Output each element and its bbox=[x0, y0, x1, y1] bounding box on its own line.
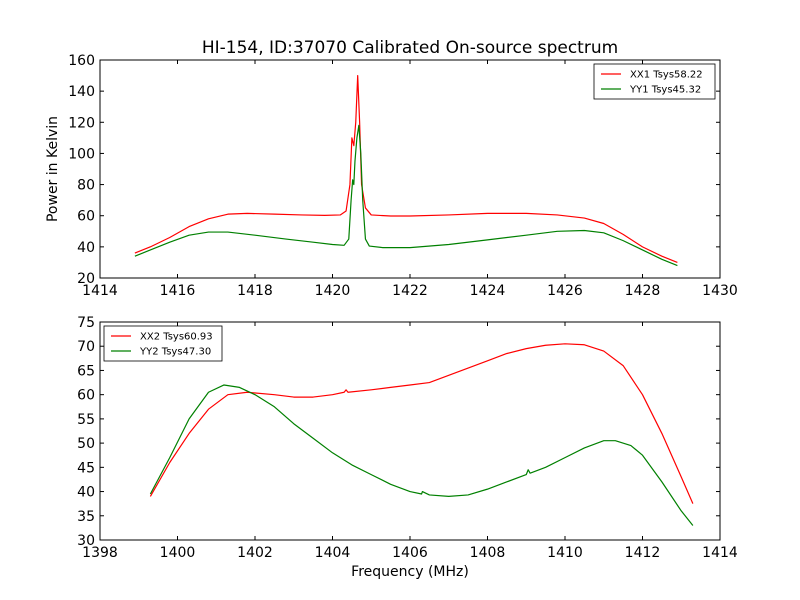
x-tick-label: 1422 bbox=[392, 283, 428, 299]
bottom-legend-label-xx2: XX2 Tsys60.93 bbox=[140, 332, 213, 343]
top-legend-box bbox=[593, 63, 716, 100]
top-legend-label-xx1: XX1 Tsys58.22 bbox=[630, 70, 703, 81]
x-tick-label: 1406 bbox=[392, 545, 428, 561]
x-tick-label: 1398 bbox=[82, 545, 118, 561]
series-line-yy2 bbox=[149, 384, 694, 526]
x-tick-label: 1424 bbox=[470, 283, 506, 299]
bottom-legend: XX2 Tsys60.93 YY2 Tsys47.30 bbox=[103, 325, 223, 362]
x-tick-label: 1414 bbox=[82, 283, 118, 299]
bottom-panel: 1398 1400 1402 1404 1406 1408 1410 1412 1414 30 35… bbox=[77, 315, 738, 580]
x-tick-label: 1410 bbox=[547, 545, 583, 561]
x-tick-label: 1426 bbox=[547, 283, 583, 299]
x-tick-label: 1418 bbox=[237, 283, 273, 299]
y-tick-label: 100 bbox=[68, 146, 95, 162]
bottom-panel-frame bbox=[99, 321, 721, 541]
y-tick-label: 65 bbox=[77, 363, 95, 379]
top-panel-ticks: 1414 1416 1418 1420 1422 1424 1426 1428 1430 20 40… bbox=[68, 53, 738, 299]
y-tick-label: 40 bbox=[77, 485, 95, 501]
x-tick-label: 1428 bbox=[625, 283, 661, 299]
y-tick-label: 30 bbox=[77, 533, 95, 549]
y-tick-label: 80 bbox=[77, 178, 95, 194]
y-tick-label: 160 bbox=[68, 53, 95, 69]
top-panel-lines bbox=[134, 74, 678, 267]
top-panel: 1414 1416 1418 1420 1422 1424 1426 1428 1430 20 40… bbox=[45, 53, 738, 299]
x-tick-label: 1416 bbox=[160, 283, 196, 299]
x-tick-label: 1400 bbox=[160, 545, 196, 561]
y-tick-label: 35 bbox=[77, 509, 95, 525]
bottom-legend-label-yy2: YY2 Tsys47.30 bbox=[139, 347, 211, 358]
bottom-panel-lines bbox=[149, 343, 694, 526]
y-tick-label: 60 bbox=[77, 388, 95, 404]
y-tick-label: 55 bbox=[77, 412, 95, 428]
y-tick-label: 20 bbox=[77, 271, 95, 287]
x-tick-label: 1412 bbox=[625, 545, 661, 561]
x-tick-label: 1408 bbox=[470, 545, 506, 561]
x-tick-label: 1414 bbox=[702, 545, 738, 561]
y-tick-label: 45 bbox=[77, 460, 95, 476]
series-line-xx2 bbox=[149, 343, 694, 504]
y-tick-label: 40 bbox=[77, 240, 95, 256]
bottom-x-axis-title: Frequency (MHz) bbox=[351, 564, 469, 580]
x-tick-label: 1430 bbox=[702, 283, 738, 299]
y-tick-label: 60 bbox=[77, 209, 95, 225]
top-legend-label-yy1: YY1 Tsys45.32 bbox=[629, 85, 701, 96]
bottom-legend-box bbox=[103, 325, 223, 362]
chart-title: HI-154, ID:37070 Calibrated On-source sp… bbox=[202, 38, 618, 58]
y-tick-label: 120 bbox=[68, 115, 95, 131]
top-legend: XX1 Tsys58.22 YY1 Tsys45.32 bbox=[593, 63, 716, 100]
x-tick-label: 1420 bbox=[315, 283, 351, 299]
x-tick-label: 1404 bbox=[315, 545, 351, 561]
series-line-xx1 bbox=[134, 74, 678, 263]
top-y-axis-title: Power in Kelvin bbox=[45, 116, 61, 222]
x-tick-label: 1402 bbox=[237, 545, 273, 561]
series-line-yy1 bbox=[134, 124, 678, 267]
y-tick-label: 140 bbox=[68, 84, 95, 100]
y-tick-label: 50 bbox=[77, 436, 95, 452]
y-tick-label: 70 bbox=[77, 339, 95, 355]
y-tick-label: 75 bbox=[77, 315, 95, 331]
top-panel-frame bbox=[99, 59, 721, 279]
